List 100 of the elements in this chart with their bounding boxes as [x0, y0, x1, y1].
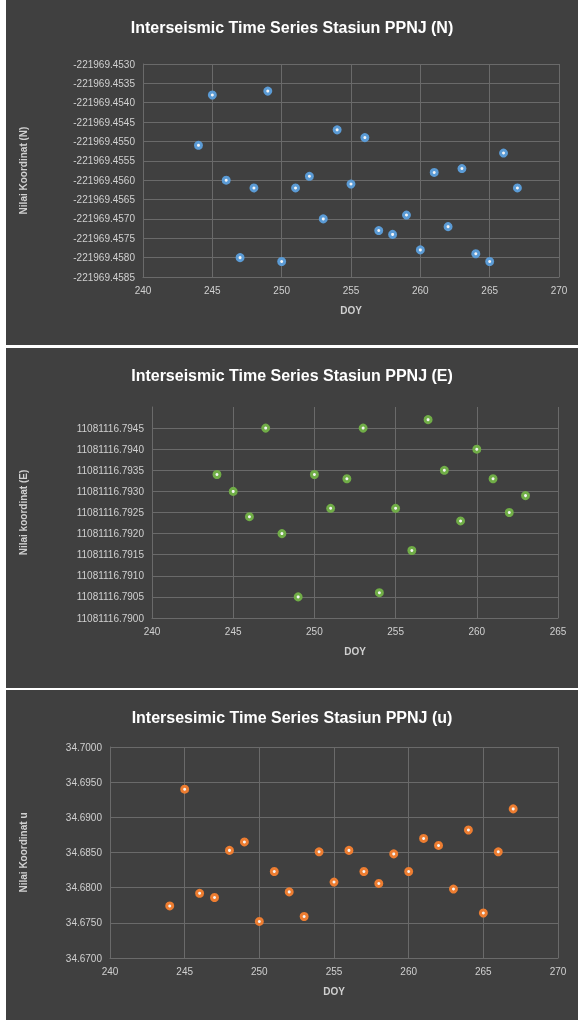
point — [254, 916, 264, 926]
y-tick-label: 11081116.7915 — [76, 549, 145, 561]
point — [404, 866, 414, 876]
y-tick-label: -221969.4535 — [73, 77, 136, 89]
point — [429, 167, 439, 177]
x-axis-title: DOY — [340, 304, 363, 316]
x-tick-label: 270 — [549, 965, 567, 977]
y-tick-label: 11081116.7935 — [76, 464, 145, 476]
y-tick-label: 34.6900 — [65, 811, 103, 823]
point — [180, 784, 190, 794]
y-axis-title: Nilai Koordinat u — [17, 812, 29, 893]
point — [291, 183, 301, 193]
point — [239, 837, 249, 847]
x-tick-label: 240 — [101, 965, 119, 977]
y-tick-label: 11081116.7925 — [76, 507, 145, 518]
point — [224, 845, 234, 855]
x-tick-label: 265 — [549, 625, 567, 637]
y-tick-label: -221969.4580 — [73, 252, 136, 264]
y-tick-label: -221969.4545 — [73, 116, 136, 128]
x-tick-label: 245 — [224, 625, 242, 637]
point — [448, 884, 458, 894]
point — [195, 888, 205, 898]
chart-title: Intersesimic Time Series Stasiun PPNJ (u) — [131, 708, 453, 726]
y-tick-label: 11081116.7940 — [76, 443, 145, 455]
x-tick-label: 265 — [481, 284, 499, 296]
y-tick-label: 34.6800 — [65, 882, 103, 894]
point — [193, 140, 203, 150]
y-tick-label: -221969.4575 — [73, 232, 136, 244]
y-tick-label: 11081116.7900 — [76, 612, 145, 624]
y-tick-label: 34.6700 — [65, 952, 103, 964]
point — [207, 90, 217, 100]
y-tick-label: 11081116.7945 — [76, 422, 145, 434]
point — [463, 825, 473, 835]
y-tick-label: 34.6950 — [65, 776, 103, 788]
point — [346, 179, 356, 189]
y-tick-label: -221969.4530 — [73, 58, 136, 70]
point — [471, 249, 481, 259]
y-tick-label: -221969.4540 — [73, 97, 136, 109]
point — [389, 849, 399, 859]
point — [332, 125, 342, 135]
point — [512, 183, 522, 193]
point — [221, 175, 231, 185]
point — [485, 257, 495, 267]
point — [249, 183, 259, 193]
point — [235, 253, 245, 263]
point — [508, 804, 518, 814]
y-tick-label: -221969.4560 — [73, 174, 136, 186]
x-tick-label: 240 — [143, 625, 161, 637]
point — [210, 893, 220, 903]
x-tick-label: 245 — [203, 284, 222, 296]
point — [304, 171, 314, 181]
point — [419, 833, 429, 843]
point — [374, 878, 384, 888]
point — [344, 845, 354, 855]
x-tick-label: 255 — [342, 284, 360, 296]
point — [165, 901, 175, 911]
y-tick-label: 11081116.7930 — [76, 485, 145, 497]
chart-title: Interseismic Time Series Stasiun PPNJ (E) — [131, 366, 453, 384]
point — [388, 229, 398, 239]
x-tick-label: 270 — [550, 284, 568, 296]
y-tick-label: -221969.4565 — [73, 194, 136, 206]
y-tick-label: 34.6750 — [65, 917, 103, 929]
point — [329, 877, 339, 887]
y-tick-label: -221969.4585 — [73, 271, 136, 283]
point — [284, 887, 294, 897]
y-tick-label: 11081116.7905 — [76, 591, 145, 603]
point — [499, 148, 509, 158]
x-tick-label: 250 — [273, 284, 291, 296]
y-tick-label: -221969.4555 — [73, 155, 136, 167]
x-tick-label: 250 — [306, 625, 324, 637]
point — [443, 222, 453, 232]
x-tick-label: 260 — [468, 625, 486, 637]
x-tick-label: 255 — [387, 625, 405, 637]
chart-title: Interseismic Time Series Stasiun PPNJ (N) — [130, 18, 454, 36]
point — [277, 257, 287, 267]
x-axis-title: DOY — [344, 645, 367, 657]
x-axis-title: DOY — [323, 985, 346, 997]
point — [434, 840, 444, 850]
y-tick-label: 34.7000 — [65, 741, 103, 753]
x-tick-label: 260 — [411, 284, 430, 296]
point — [374, 226, 384, 236]
x-tick-label: 245 — [176, 965, 194, 977]
point — [269, 866, 279, 876]
point — [401, 210, 411, 220]
point — [299, 912, 309, 921]
y-axis-title: Nilai koordinat (E) — [17, 469, 29, 556]
y-tick-label: -221969.4550 — [73, 135, 136, 147]
y-tick-label: 34.6850 — [65, 847, 103, 858]
point — [457, 164, 467, 174]
point — [478, 908, 488, 918]
point — [359, 866, 369, 876]
point — [314, 847, 324, 857]
y-tick-label: 11081116.7920 — [76, 528, 145, 540]
y-tick-label: -221969.4570 — [73, 213, 136, 225]
x-tick-label: 255 — [325, 965, 343, 977]
x-tick-label: 265 — [474, 965, 493, 977]
point — [263, 86, 273, 96]
y-tick-label: 11081116.7910 — [76, 570, 145, 582]
x-tick-label: 250 — [250, 965, 269, 977]
point — [360, 133, 370, 143]
